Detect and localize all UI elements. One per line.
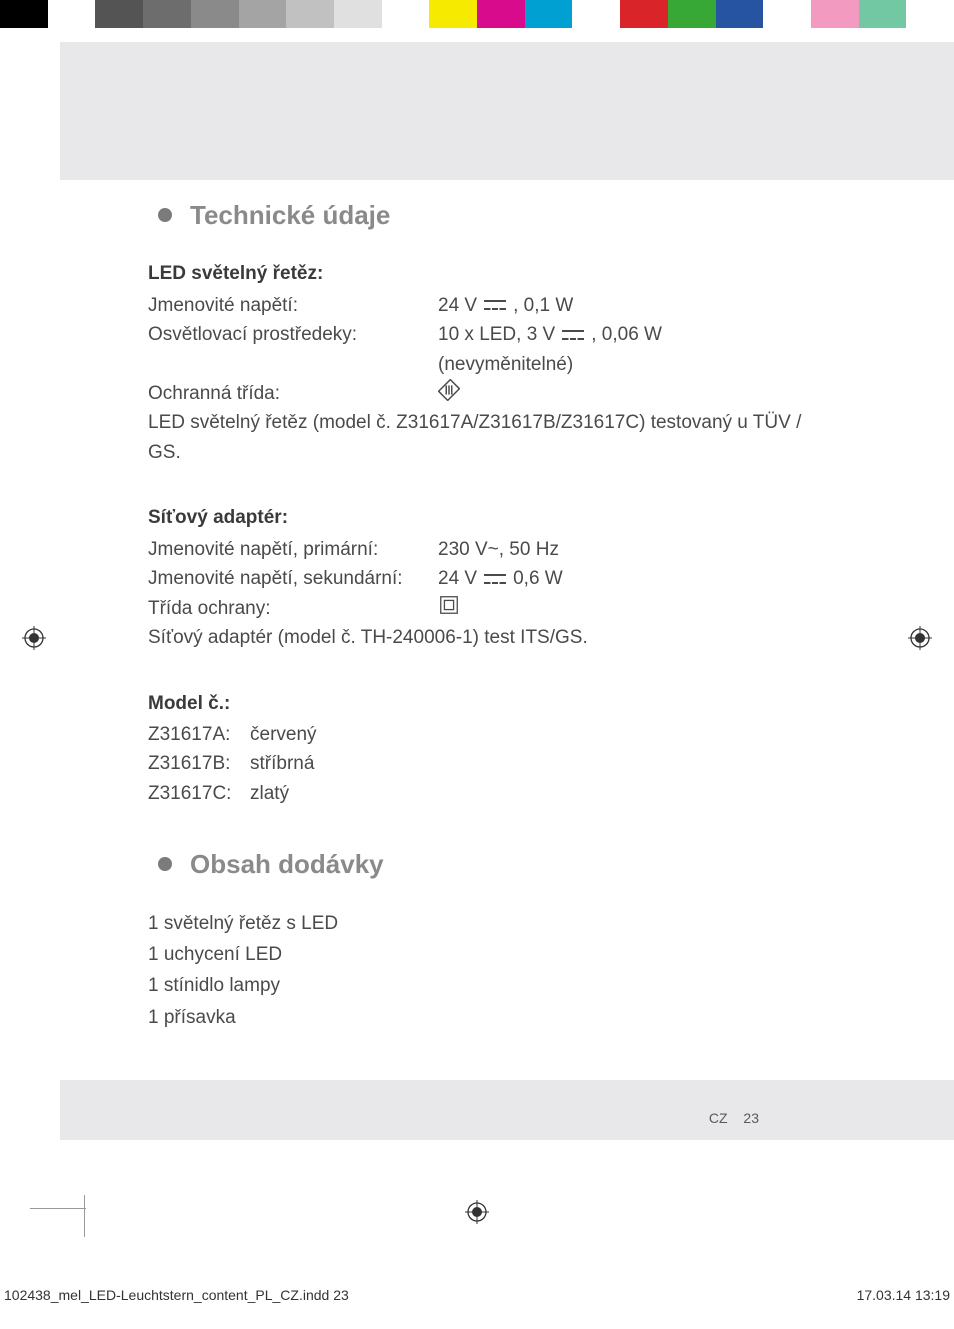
- imprint-file: 102438_mel_LED-Leuchtstern_content_PL_CZ…: [4, 1287, 349, 1303]
- sub-heading: LED světelný řetěz:: [148, 259, 828, 288]
- model-code: Z31617A:: [148, 720, 238, 749]
- model-value: červený: [250, 720, 317, 749]
- spec-label: Ochranná třída:: [148, 379, 438, 408]
- contents-list: 1 světelný řetěz s LED 1 uchycení LED 1 …: [148, 909, 828, 1033]
- model-row: Z31617B: stříbrná: [148, 749, 828, 778]
- dc-current-icon: [562, 330, 584, 340]
- spec-value: 24 V , 0,1 W: [438, 291, 573, 320]
- bullet-icon: [158, 208, 172, 222]
- dc-current-icon: [484, 574, 506, 584]
- spec-value: 10 x LED, 3 V , 0,06 W: [438, 320, 662, 349]
- protection-class-3-icon: [438, 379, 460, 408]
- registration-mark-icon: [465, 1200, 489, 1224]
- value-text: , 0,1 W: [513, 291, 573, 320]
- crop-mark: [84, 1195, 85, 1237]
- list-item: 1 přísavka: [148, 1003, 828, 1032]
- spec-label: Jmenovité napětí, primární:: [148, 535, 438, 564]
- model-value: stříbrná: [250, 749, 314, 778]
- spec-value: 230 V~, 50 Hz: [438, 535, 559, 564]
- protection-class-2-icon: [438, 594, 460, 623]
- section-title: Obsah dodávky: [190, 844, 384, 884]
- sub-heading: Síťový adaptér:: [148, 503, 828, 532]
- value-text: 10 x LED, 3 V: [438, 320, 555, 349]
- page-content: Technické údaje LED světelný řetěz: Jmen…: [148, 195, 828, 1068]
- section-heading: Technické údaje: [148, 195, 828, 235]
- spec-row: Jmenovité napětí, sekundární: 24 V 0,6 W: [148, 564, 828, 593]
- spec-label: Jmenovité napětí, sekundární:: [148, 564, 438, 593]
- spec-block-adapter: Síťový adaptér: Jmenovité napětí, primár…: [148, 503, 828, 652]
- spec-row: Jmenovité napětí: 24 V , 0,1 W: [148, 291, 828, 320]
- page-number: CZ 23: [709, 1110, 759, 1126]
- spec-value: (nevyměnitelné): [438, 350, 573, 379]
- spec-value: 24 V 0,6 W: [438, 564, 563, 593]
- crop-mark: [30, 1208, 86, 1209]
- spec-row: Třída ochrany:: [148, 594, 828, 623]
- bullet-icon: [158, 857, 172, 871]
- spec-block-models: Model č.: Z31617A: červený Z31617B: stří…: [148, 689, 828, 809]
- color-calibration-bar: [0, 0, 954, 28]
- model-code: Z31617B:: [148, 749, 238, 778]
- model-row: Z31617C: zlatý: [148, 779, 828, 808]
- header-band: [60, 42, 954, 180]
- spec-row: Osvětlovací prostředeky: 10 x LED, 3 V ,…: [148, 320, 828, 349]
- spec-block-led: LED světelný řetěz: Jmenovité napětí: 24…: [148, 259, 828, 467]
- spec-row: Jmenovité napětí, primární: 230 V~, 50 H…: [148, 535, 828, 564]
- page-lang: CZ: [709, 1110, 728, 1126]
- model-value: zlatý: [250, 779, 289, 808]
- value-text: 0,6 W: [513, 564, 563, 593]
- model-row: Z31617A: červený: [148, 720, 828, 749]
- dc-current-icon: [484, 300, 506, 310]
- spec-row: Ochranná třída:: [148, 379, 828, 408]
- footer-band: [60, 1080, 954, 1140]
- model-code: Z31617C:: [148, 779, 238, 808]
- sub-heading: Model č.:: [148, 689, 828, 718]
- list-item: 1 stínidlo lampy: [148, 971, 828, 1000]
- registration-mark-icon: [22, 626, 46, 650]
- imprint-date: 17.03.14 13:19: [857, 1287, 950, 1303]
- imprint-line: 102438_mel_LED-Leuchtstern_content_PL_CZ…: [0, 1287, 954, 1303]
- list-item: 1 světelný řetěz s LED: [148, 909, 828, 938]
- spec-label: Jmenovité napětí:: [148, 291, 438, 320]
- value-text: , 0,06 W: [591, 320, 662, 349]
- section-heading: Obsah dodávky: [148, 844, 828, 884]
- registration-mark-icon: [908, 626, 932, 650]
- value-text: 24 V: [438, 564, 477, 593]
- section-title: Technické údaje: [190, 195, 390, 235]
- spec-note: LED světelný řetěz (model č. Z31617A/Z31…: [148, 408, 828, 467]
- page-num-value: 23: [743, 1110, 759, 1126]
- value-text: 24 V: [438, 291, 477, 320]
- spec-label: Třída ochrany:: [148, 594, 438, 623]
- spec-row: (nevyměnitelné): [148, 350, 828, 379]
- spec-label: [148, 350, 438, 379]
- spec-label: Osvětlovací prostředeky:: [148, 320, 438, 349]
- spec-note: Síťový adaptér (model č. TH-240006-1) te…: [148, 623, 828, 652]
- list-item: 1 uchycení LED: [148, 940, 828, 969]
